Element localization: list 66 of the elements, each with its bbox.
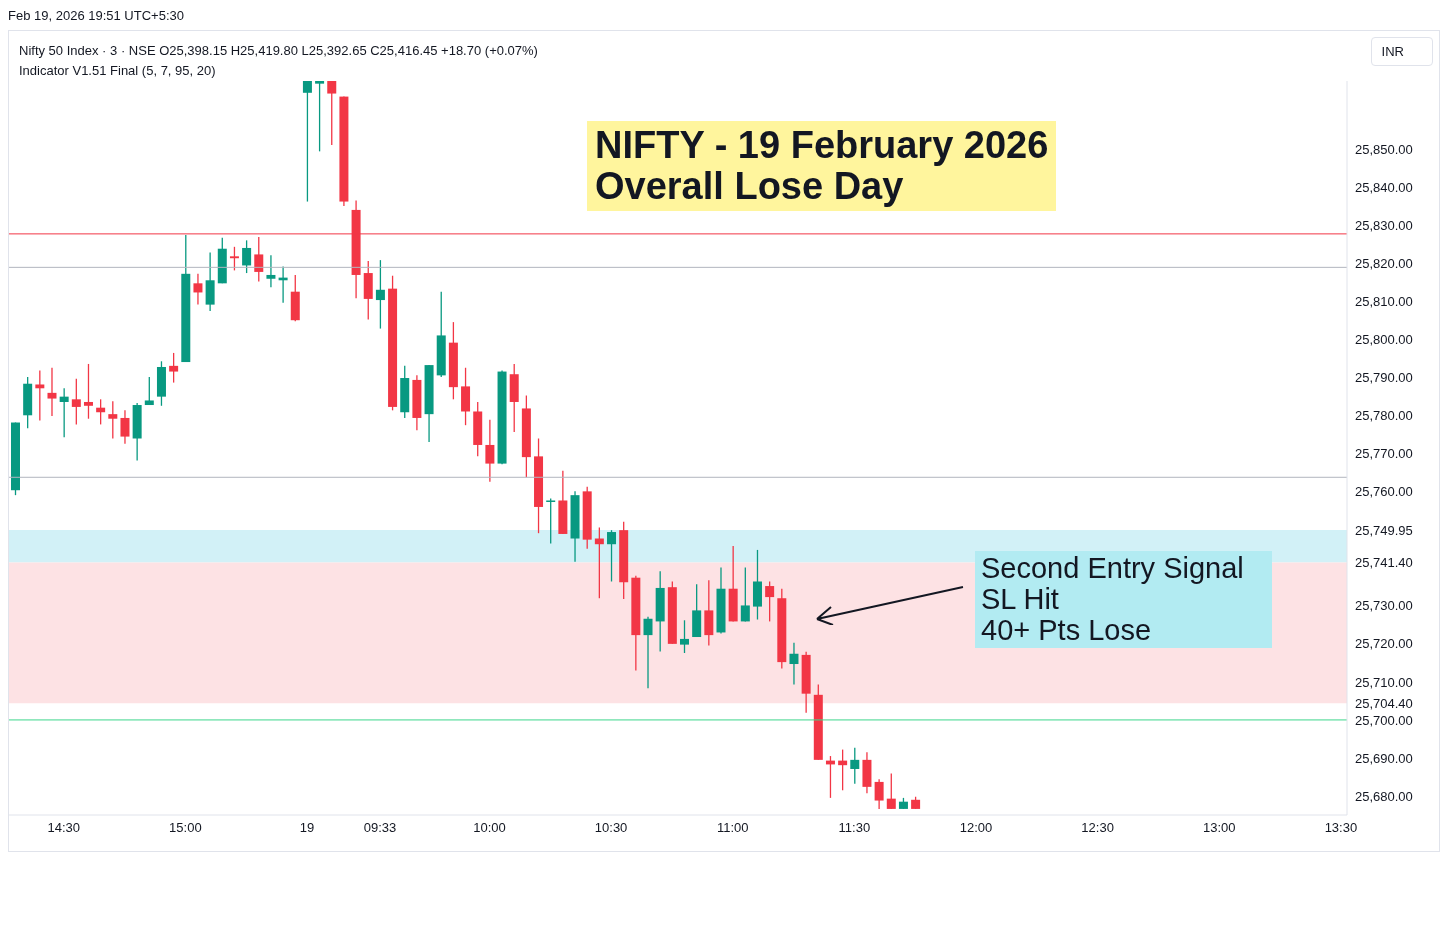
candlestick xyxy=(144,376,154,406)
text: Indicator V1.51 Final (5, 7, 95, 20) xyxy=(19,62,217,80)
candlestick xyxy=(740,566,750,623)
x-tick-label: 12:00 xyxy=(959,820,993,836)
candlestick xyxy=(874,778,884,810)
y-axis-title: INR xyxy=(1370,37,1433,66)
x-tick-label: 10:30 xyxy=(594,820,628,836)
candlestick xyxy=(546,497,556,545)
x-tick-label: 12:30 xyxy=(1081,820,1114,836)
candlestick xyxy=(120,409,130,445)
candlestick xyxy=(59,387,69,438)
y-tick-label: 25,720.00 xyxy=(1355,636,1413,652)
candlestick xyxy=(302,81,312,203)
candlestick xyxy=(850,747,860,785)
x-tick-label: 09:33 xyxy=(363,820,397,836)
candlestick xyxy=(485,419,495,483)
y-tick-label: 25,840.00 xyxy=(1355,180,1413,196)
candlestick xyxy=(765,580,775,623)
candlestick xyxy=(108,400,118,440)
x-tick-label: 11:00 xyxy=(716,820,749,836)
text: Feb 19, 2026 19:51 UTC+5:30 xyxy=(8,8,185,25)
x-tick-label: 13:00 xyxy=(1203,820,1236,836)
y-tick-label: 25,680.00 xyxy=(1355,788,1413,804)
y-tick-label: 25,760.00 xyxy=(1355,484,1413,500)
candlestick xyxy=(375,259,385,330)
x-tick-label: 15:00 xyxy=(169,820,202,836)
text: NIFTY - 19 February 2026 Overall Lose Day xyxy=(595,124,1049,207)
candlestick xyxy=(607,529,617,583)
y-tick-label: 25,820.00 xyxy=(1355,256,1413,272)
x-tick-label: 13:30 xyxy=(1324,820,1358,836)
y-tick-label: 25,749.95 xyxy=(1355,522,1413,538)
candlestick xyxy=(169,352,179,384)
y-tick-label: 25,780.00 xyxy=(1355,408,1413,424)
y-tick-label: 25,800.00 xyxy=(1355,332,1413,348)
candlestick xyxy=(315,81,325,153)
candlestick xyxy=(886,772,896,810)
y-tick-label: 25,790.00 xyxy=(1355,370,1413,386)
candlestick xyxy=(71,378,81,426)
candlestick xyxy=(266,254,276,288)
candlestick xyxy=(47,367,57,417)
candlestick xyxy=(643,616,653,690)
candlestick xyxy=(229,246,239,272)
y-tick-label: 25,810.00 xyxy=(1355,294,1413,310)
y-tick-label: 25,704.40 xyxy=(1355,695,1413,711)
candlestick xyxy=(83,363,93,420)
candlestick xyxy=(680,619,689,654)
candlestick xyxy=(242,239,252,274)
x-tick-label: 19 xyxy=(299,820,315,836)
candlestick xyxy=(193,273,203,306)
y-tick-label: 25,710.00 xyxy=(1355,674,1413,690)
y-tick-label: 25,700.00 xyxy=(1355,712,1413,728)
x-tick-label: 10:00 xyxy=(473,820,506,836)
y-tick-label: 25,830.00 xyxy=(1355,218,1413,234)
annotation: Second Entry Signal SL Hit 40+ Pts Lose xyxy=(981,552,1245,646)
x-tick-label: 11:30 xyxy=(838,820,871,836)
candlestick xyxy=(35,369,45,422)
y-tick-label: 25,730.00 xyxy=(1355,598,1413,614)
x-tick-label: 14:30 xyxy=(47,820,81,836)
y-tick-label: 25,850.00 xyxy=(1355,142,1413,158)
y-tick-label: 25,690.00 xyxy=(1355,750,1413,766)
candlestick xyxy=(254,236,264,283)
chart-subtitle: Nifty 50 Index · 3 · NSE O25,398.15 H25,419.80 L25,392.65 C25,416.45 +18.70 (+0.07%) xyxy=(19,42,538,60)
candlestick xyxy=(789,642,799,686)
candlestick xyxy=(327,81,337,146)
y-tick-label: 25,770.00 xyxy=(1355,446,1413,462)
y-tick-label: 25,741.40 xyxy=(1355,555,1413,571)
